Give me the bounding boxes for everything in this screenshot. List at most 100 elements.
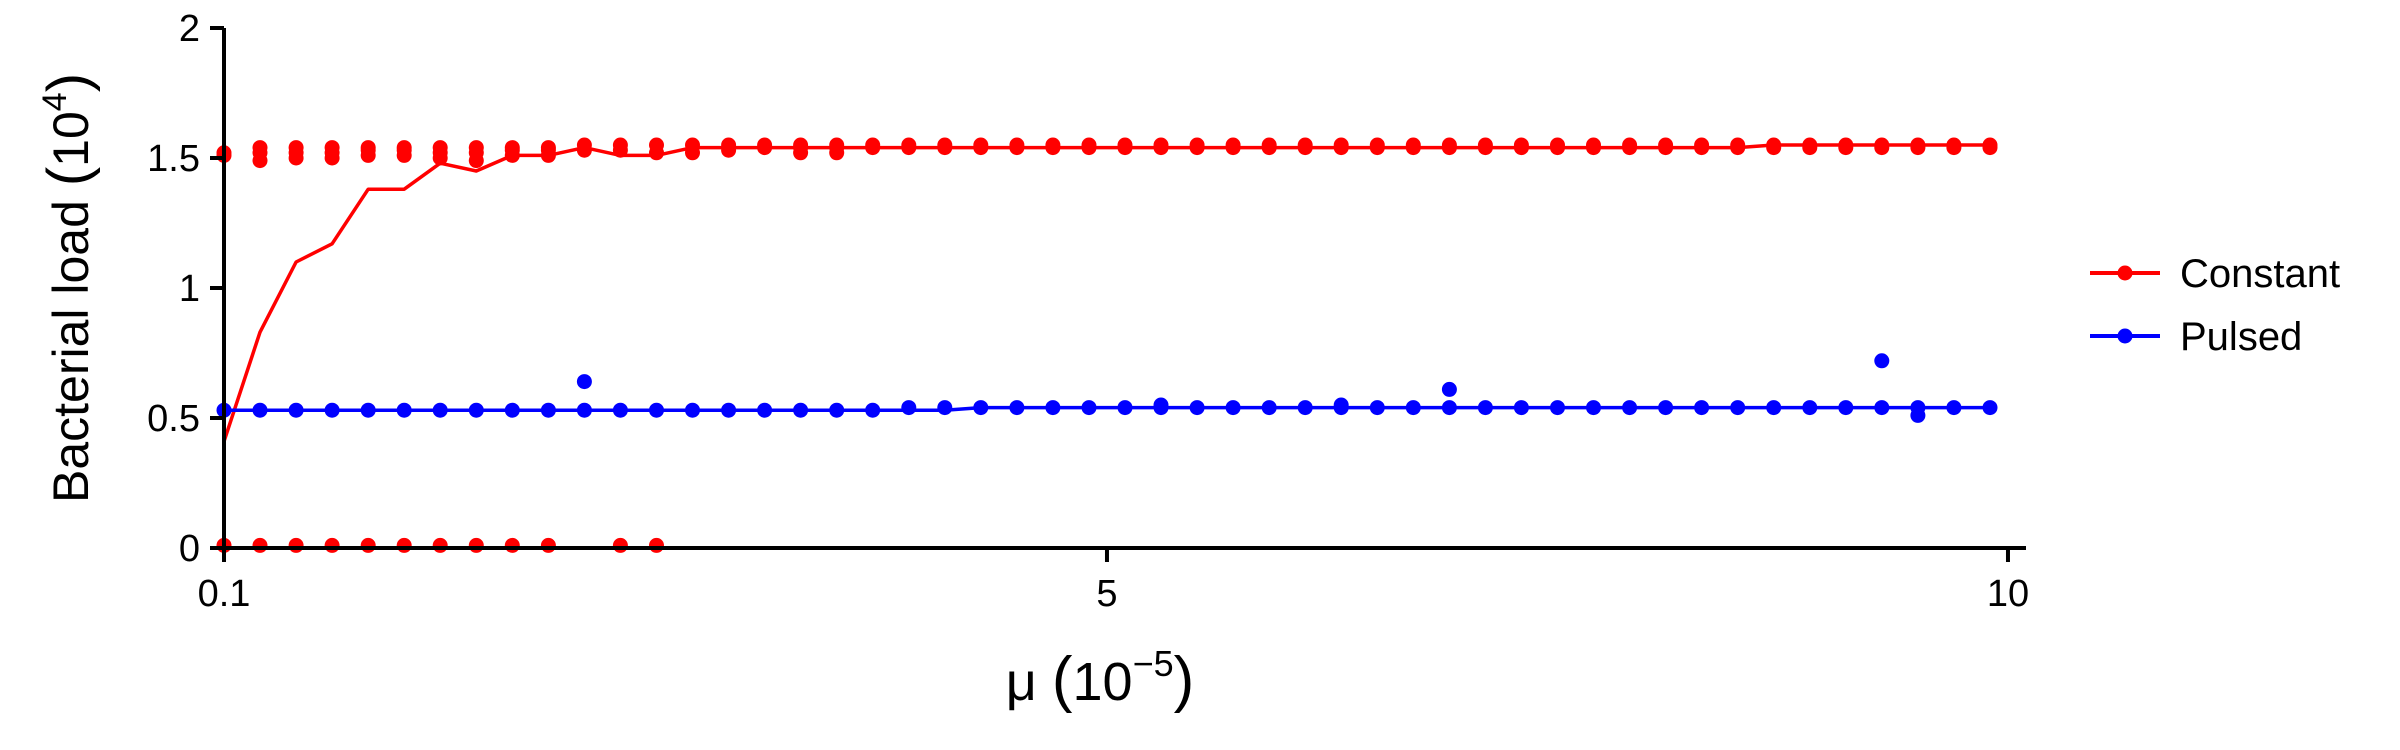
data-point-constant (324, 150, 340, 166)
data-point-constant (360, 537, 376, 553)
y-axis-base: 10 (43, 111, 99, 167)
y-axis-ticks: 0 0.5 1 1.5 2 (147, 8, 224, 570)
series-line-constant (222, 143, 1990, 442)
data-point-constant (1189, 140, 1205, 156)
data-point-constant (1766, 140, 1782, 156)
data-point-constant (324, 537, 340, 553)
data-point-constant (1730, 140, 1746, 156)
y-axis-exponent: 4 (36, 92, 74, 111)
data-point-pulsed (432, 402, 448, 418)
data-point-constant (612, 537, 628, 553)
data-point-constant (432, 537, 448, 553)
data-point-constant (1838, 140, 1854, 156)
y-tick-label: 0.5 (147, 398, 200, 440)
data-point-pulsed (1730, 400, 1746, 416)
data-point-constant (1225, 140, 1241, 156)
data-point-pulsed (1658, 400, 1674, 416)
x-axis-base: 10 (1073, 652, 1133, 712)
data-point-pulsed (1586, 400, 1601, 416)
data-point-pulsed (1153, 400, 1169, 416)
data-point-pulsed (576, 374, 592, 390)
data-point-pulsed (1946, 400, 1962, 416)
data-point-pulsed (1009, 400, 1025, 416)
y-axis-text: Bacterial load (43, 200, 99, 503)
y-tick-label: 1 (179, 268, 200, 310)
data-point-pulsed (1045, 400, 1061, 416)
x-tick-label: 0.1 (198, 573, 251, 615)
data-point-constant (1910, 140, 1926, 156)
data-point-constant (360, 147, 376, 163)
data-point-constant (1694, 140, 1710, 156)
y-tick-label: 1.5 (147, 138, 200, 180)
data-point-constant (1441, 140, 1457, 156)
plot-marks (216, 137, 1998, 553)
legend: Constant Pulsed (2090, 252, 2340, 359)
data-point-pulsed (937, 400, 953, 416)
data-point-pulsed (1622, 400, 1638, 416)
data-point-pulsed (757, 402, 773, 418)
data-point-constant (1009, 140, 1025, 156)
data-point-constant (1658, 140, 1674, 156)
data-point-constant (540, 537, 556, 553)
data-point-constant (1153, 140, 1169, 156)
data-point-pulsed (360, 402, 376, 418)
data-point-pulsed (1910, 407, 1926, 423)
legend-marker-pulsed (2117, 328, 2133, 344)
data-point-pulsed (973, 400, 989, 416)
data-point-pulsed (1369, 400, 1385, 416)
data-point-constant (1982, 140, 1998, 156)
data-point-constant (721, 142, 737, 158)
series-constant (216, 137, 1998, 553)
data-point-constant (1586, 140, 1601, 156)
data-point-constant (1513, 140, 1529, 156)
data-point-constant (540, 147, 556, 163)
data-point-constant (1946, 140, 1962, 156)
data-point-pulsed (540, 402, 556, 418)
data-point-pulsed (1261, 400, 1277, 416)
data-point-pulsed (1333, 400, 1349, 416)
data-point-constant (901, 140, 917, 156)
data-point-constant (973, 140, 989, 156)
data-point-constant (396, 147, 412, 163)
data-point-constant (1802, 140, 1818, 156)
data-point-constant (504, 537, 520, 553)
data-point-pulsed (865, 402, 881, 418)
data-point-pulsed (468, 402, 484, 418)
data-point-constant (252, 153, 268, 169)
x-tick-label: 10 (1987, 573, 2029, 615)
data-point-pulsed (504, 402, 520, 418)
data-point-pulsed (1550, 400, 1565, 416)
data-point-constant (685, 145, 700, 161)
data-point-constant (612, 142, 628, 158)
data-point-pulsed (1189, 400, 1205, 416)
data-point-pulsed (1874, 353, 1890, 369)
x-axis-ticks: 0.1 5 10 (198, 548, 2029, 615)
x-axis-symbol: μ (1006, 652, 1037, 712)
legend-item-pulsed: Pulsed (2090, 315, 2302, 359)
series-pulsed (216, 353, 1998, 423)
y-axis-close-paren: ) (36, 73, 101, 92)
data-point-constant (288, 537, 304, 553)
data-point-constant (576, 142, 592, 158)
data-point-constant (757, 140, 773, 156)
data-point-constant (396, 537, 412, 553)
data-point-constant (288, 150, 304, 166)
data-point-pulsed (324, 402, 340, 418)
y-tick-label: 2 (179, 8, 200, 50)
series-line-pulsed (224, 405, 1990, 412)
data-point-pulsed (685, 402, 700, 418)
data-point-pulsed (1441, 400, 1457, 416)
y-tick-label: 0 (179, 528, 200, 570)
x-tick-label: 5 (1096, 573, 1117, 615)
legend-label-constant: Constant (2180, 252, 2340, 296)
data-point-pulsed (612, 402, 628, 418)
data-point-constant (937, 140, 953, 156)
data-point-pulsed (1405, 400, 1421, 416)
data-point-constant (1117, 140, 1133, 156)
data-point-constant (1297, 140, 1313, 156)
x-axis-open-paren: ( (1052, 645, 1073, 714)
y-axis-open-paren: ( (36, 167, 101, 186)
y-axis-title: Bacterial load (104) (36, 73, 101, 503)
data-point-constant (1477, 140, 1493, 156)
